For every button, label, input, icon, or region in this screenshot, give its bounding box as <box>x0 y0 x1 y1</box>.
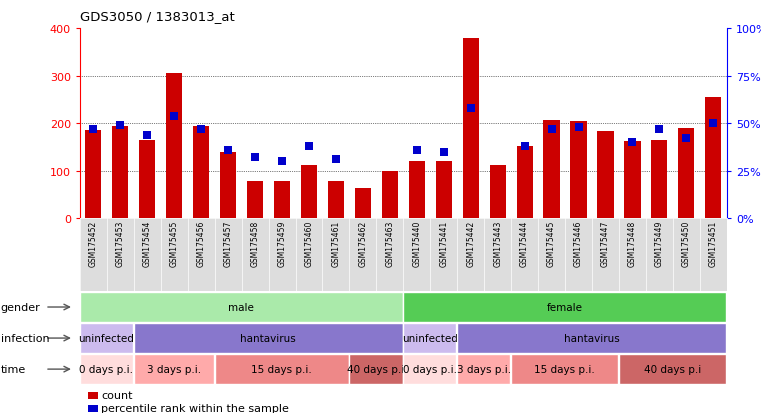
Bar <box>274 182 290 219</box>
Text: GSM175450: GSM175450 <box>682 221 691 267</box>
Text: count: count <box>101 390 132 400</box>
Point <box>142 132 154 139</box>
Text: GSM175445: GSM175445 <box>547 221 556 267</box>
Bar <box>597 132 613 219</box>
Text: 40 days p.i: 40 days p.i <box>347 364 405 374</box>
Bar <box>247 182 263 219</box>
Point <box>707 121 719 127</box>
Bar <box>435 162 452 219</box>
Bar <box>678 128 695 219</box>
Text: GSM175456: GSM175456 <box>196 221 205 267</box>
Text: hantavirus: hantavirus <box>240 333 296 343</box>
Bar <box>166 74 183 219</box>
Text: GSM175463: GSM175463 <box>385 221 394 267</box>
Text: GSM175451: GSM175451 <box>708 221 718 266</box>
Text: infection: infection <box>1 333 49 343</box>
Text: 3 days p.i.: 3 days p.i. <box>147 364 201 374</box>
Text: GSM175449: GSM175449 <box>655 221 664 267</box>
Text: GSM175443: GSM175443 <box>493 221 502 267</box>
Text: GDS3050 / 1383013_at: GDS3050 / 1383013_at <box>80 10 234 23</box>
Text: GSM175453: GSM175453 <box>116 221 125 267</box>
Text: 15 days p.i.: 15 days p.i. <box>534 364 595 374</box>
Text: time: time <box>1 364 26 374</box>
Point <box>168 113 180 120</box>
Point <box>303 143 315 150</box>
Text: GSM175462: GSM175462 <box>358 221 368 266</box>
Bar <box>220 152 236 219</box>
Text: 0 days p.i.: 0 days p.i. <box>403 364 457 374</box>
Text: GSM175454: GSM175454 <box>143 221 151 267</box>
Bar <box>328 182 344 219</box>
Text: GSM175440: GSM175440 <box>412 221 422 267</box>
Text: GSM175444: GSM175444 <box>520 221 529 267</box>
Text: GSM175448: GSM175448 <box>628 221 637 266</box>
Text: 40 days p.i: 40 days p.i <box>644 364 701 374</box>
Bar <box>409 162 425 219</box>
Bar <box>571 121 587 219</box>
Text: male: male <box>228 302 254 312</box>
Text: gender: gender <box>1 302 40 312</box>
Bar <box>382 171 398 219</box>
Point <box>438 149 450 156</box>
Text: GSM175458: GSM175458 <box>250 221 260 266</box>
Text: GSM175442: GSM175442 <box>466 221 475 266</box>
Text: 3 days p.i.: 3 days p.i. <box>457 364 511 374</box>
Bar <box>193 126 209 219</box>
Text: uninfected: uninfected <box>402 333 458 343</box>
Text: GSM175441: GSM175441 <box>439 221 448 266</box>
Bar <box>624 142 641 219</box>
Bar <box>355 189 371 219</box>
Point <box>680 136 693 142</box>
Text: GSM175459: GSM175459 <box>278 221 287 267</box>
Point <box>195 126 207 133</box>
Point <box>114 123 126 129</box>
Text: 15 days p.i.: 15 days p.i. <box>251 364 312 374</box>
Text: GSM175452: GSM175452 <box>89 221 98 266</box>
Bar <box>113 126 129 219</box>
Text: 0 days p.i.: 0 days p.i. <box>79 364 133 374</box>
Text: GSM175446: GSM175446 <box>574 221 583 267</box>
Point <box>572 124 584 131</box>
Text: percentile rank within the sample: percentile rank within the sample <box>101 404 289 413</box>
Point <box>222 147 234 154</box>
Point <box>626 140 638 146</box>
Text: GSM175461: GSM175461 <box>332 221 340 266</box>
Point <box>546 126 558 133</box>
Text: GSM175455: GSM175455 <box>170 221 179 267</box>
Point <box>411 147 423 154</box>
Bar <box>139 140 155 219</box>
Point <box>330 157 342 163</box>
Bar <box>651 140 667 219</box>
Bar <box>543 121 559 219</box>
Bar <box>705 98 721 219</box>
Text: female: female <box>546 302 583 312</box>
Point <box>653 126 665 133</box>
Point <box>465 105 477 112</box>
Point <box>88 126 100 133</box>
Point <box>249 155 261 161</box>
Bar <box>301 165 317 219</box>
Bar <box>85 131 101 219</box>
Bar <box>463 38 479 219</box>
Point <box>276 159 288 165</box>
Bar <box>489 165 506 219</box>
Bar <box>517 147 533 219</box>
Text: hantavirus: hantavirus <box>564 333 619 343</box>
Text: GSM175447: GSM175447 <box>601 221 610 267</box>
Text: GSM175460: GSM175460 <box>304 221 314 267</box>
Point <box>518 143 530 150</box>
Text: uninfected: uninfected <box>78 333 135 343</box>
Text: GSM175457: GSM175457 <box>224 221 233 267</box>
